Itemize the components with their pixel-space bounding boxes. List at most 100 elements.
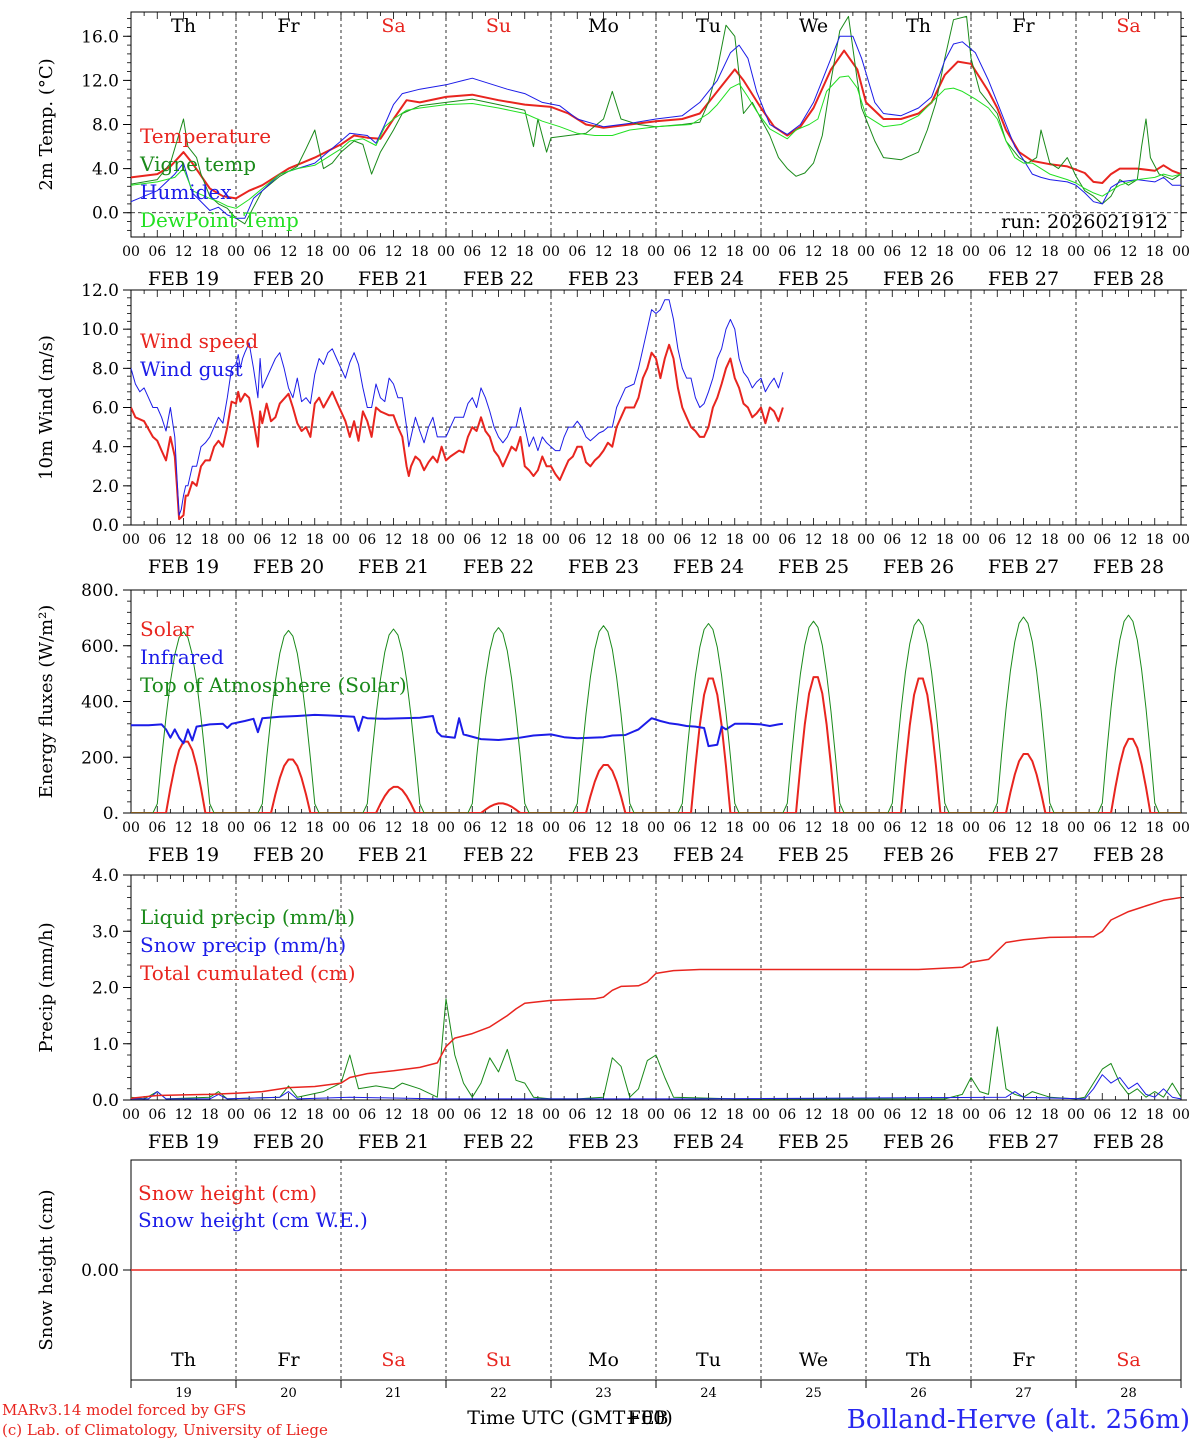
hour-tick-label: 06 [148, 1107, 166, 1123]
hour-tick-label: 12 [1120, 244, 1138, 260]
hour-tick-label: 06 [463, 532, 481, 548]
hour-tick-label: 06 [1093, 244, 1111, 260]
hour-tick-label: 12 [1015, 1107, 1033, 1123]
hour-tick-label: 06 [883, 820, 901, 836]
day-name: We [799, 1349, 828, 1371]
hour-tick-label: 18 [726, 532, 744, 548]
hour-tick-label: 18 [621, 532, 639, 548]
legend-total-cumulated-cm-: Total cumulated (cm) [140, 961, 356, 985]
hour-tick-label: 00 [1172, 1107, 1190, 1123]
hour-tick-label: 12 [175, 244, 193, 260]
day-name: Th [171, 15, 196, 37]
day-number: 20 [280, 1386, 297, 1401]
station-title: Bolland-Herve (alt. 256m) [847, 1405, 1190, 1435]
y-tick-label: 4.0 [92, 438, 119, 458]
hour-tick-label: 00 [1067, 820, 1085, 836]
panel-precip: 0.0 1.0 2.0 3.0 4.0 Precip (mm/h) Liquid preci… [36, 866, 1190, 1153]
day-name: Fr [277, 1349, 300, 1371]
hour-tick-label: 00 [857, 244, 875, 260]
day-name: Su [486, 1349, 511, 1371]
day-name: Tu [696, 15, 721, 37]
hour-tick-label: 12 [175, 532, 193, 548]
y-tick-label: 1.0 [92, 1035, 119, 1055]
legend-liquid-precip-mm-h-: Liquid precip (mm/h) [140, 905, 355, 929]
hour-tick-label: 00 [437, 820, 455, 836]
hour-tick-label: 18 [1146, 820, 1164, 836]
hour-tick-label: 18 [1146, 244, 1164, 260]
hour-tick-label: 06 [883, 244, 901, 260]
y-tick-label: 0.0 [92, 204, 119, 224]
hour-tick-label: 06 [358, 1107, 376, 1123]
day-name: Th [906, 1349, 931, 1371]
hour-tick-label: 18 [1041, 1107, 1059, 1123]
hour-tick-label: 12 [490, 1107, 508, 1123]
day-name: We [799, 15, 828, 37]
hour-tick-label: 00 [857, 532, 875, 548]
x-axis-overprint: FEB [627, 1407, 668, 1429]
hour-tick-label: 00 [122, 1107, 140, 1123]
hour-tick-label: 12 [700, 1107, 718, 1123]
date-label: FEB 24 [673, 268, 744, 290]
hour-tick-label: 12 [175, 820, 193, 836]
date-label: FEB 20 [253, 844, 324, 866]
series-solar [131, 676, 1181, 813]
day-name: Th [906, 15, 931, 37]
y-tick-label: 2.0 [92, 477, 119, 497]
date-label: FEB 24 [673, 844, 744, 866]
y-tick-label: 8.0 [92, 116, 119, 136]
legend-dewpoint-temp: DewPoint Temp [140, 208, 299, 232]
date-label: FEB 25 [778, 1131, 849, 1153]
y-tick-label: 4.0 [92, 160, 119, 180]
day-number: 25 [805, 1386, 822, 1401]
hour-tick-label: 12 [490, 244, 508, 260]
panel-snow: 0.00 Snow height (cm) Snow height (cm) Snow… [36, 1159, 1187, 1388]
day-number: 23 [595, 1386, 612, 1401]
day-number: 28 [1120, 1386, 1137, 1401]
date-label: FEB 21 [358, 844, 429, 866]
hour-tick-label: 00 [122, 532, 140, 548]
hour-tick-label: 06 [568, 244, 586, 260]
y-tick-label: 0.00 [81, 1261, 119, 1281]
hour-tick-label: 18 [1146, 1107, 1164, 1123]
day-name: Mo [588, 15, 619, 37]
hour-tick-label: 06 [358, 532, 376, 548]
date-label: FEB 19 [148, 556, 219, 578]
hour-tick-label: 00 [647, 532, 665, 548]
date-label: FEB 28 [1093, 556, 1164, 578]
hour-tick-label: 00 [542, 820, 560, 836]
hour-tick-label: 00 [437, 244, 455, 260]
hour-tick-label: 00 [542, 244, 560, 260]
hour-tick-label: 00 [962, 820, 980, 836]
date-label: FEB 28 [1093, 1131, 1164, 1153]
y-tick-label: 200. [81, 748, 119, 768]
y-axis-label: Snow height (cm) [36, 1189, 57, 1350]
hour-tick-label: 18 [306, 1107, 324, 1123]
date-label: FEB 21 [358, 268, 429, 290]
hour-tick-label: 00 [647, 1107, 665, 1123]
hour-tick-label: 12 [1015, 244, 1033, 260]
hour-tick-label: 00 [962, 1107, 980, 1123]
date-label: FEB 22 [463, 1131, 534, 1153]
panel-energy: 0. 200. 400. 600. 800. Energy fluxes (W/m²) So… [36, 581, 1190, 866]
hour-tick-label: 06 [883, 532, 901, 548]
hour-tick-label: 00 [332, 244, 350, 260]
hour-tick-label: 06 [988, 1107, 1006, 1123]
hour-tick-label: 00 [962, 244, 980, 260]
date-label: FEB 27 [988, 268, 1059, 290]
date-label: FEB 27 [988, 1131, 1059, 1153]
date-label: FEB 22 [463, 844, 534, 866]
date-label: FEB 25 [778, 268, 849, 290]
hour-tick-label: 12 [910, 1107, 928, 1123]
hour-tick-label: 06 [778, 532, 796, 548]
hour-tick-label: 18 [726, 820, 744, 836]
y-axis-label: 2m Temp. (°C) [36, 58, 57, 190]
y-axis-label: 10m Wind (m/s) [36, 335, 57, 480]
hour-tick-label: 18 [1146, 532, 1164, 548]
hour-tick-label: 18 [1041, 820, 1059, 836]
hour-tick-label: 12 [175, 1107, 193, 1123]
hour-tick-label: 06 [778, 244, 796, 260]
hour-tick-label: 06 [988, 820, 1006, 836]
hour-tick-label: 12 [910, 532, 928, 548]
hour-tick-label: 18 [1041, 244, 1059, 260]
